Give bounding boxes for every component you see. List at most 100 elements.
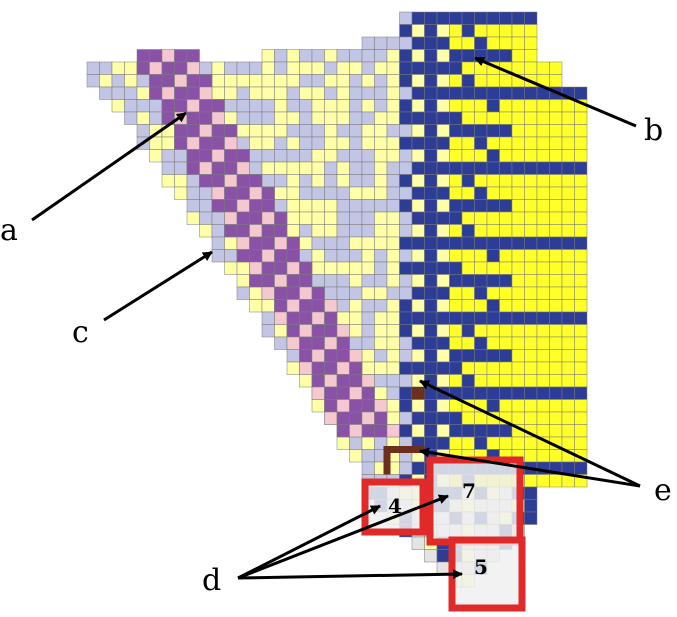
diagonal-band-cell: [211, 99, 225, 113]
stripe-column-cell: [449, 236, 463, 250]
stripe-column-cell: [524, 49, 538, 63]
fringe-cell: [361, 124, 375, 138]
stripe-column-cell: [536, 136, 550, 150]
stripe-column-cell: [399, 461, 413, 475]
fringe-cell: [386, 311, 400, 325]
stripe-column-cell: [411, 311, 425, 325]
arrow-d-to-5: [237, 569, 463, 580]
stripe-column-cell: [399, 224, 413, 238]
stripe-column-cell: [511, 336, 525, 350]
stripe-column-cell: [474, 186, 488, 200]
stripe-column-cell: [486, 124, 500, 138]
fringe-cell: [374, 111, 388, 125]
stripe-column-cell: [436, 36, 450, 50]
stripe-column-cell: [424, 61, 438, 75]
diagonal-band-cell: [336, 399, 350, 413]
stripe-column-cell: [561, 186, 575, 200]
fringe-cell: [324, 249, 338, 263]
stripe-column-cell: [549, 236, 563, 250]
stripe-column-cell: [474, 436, 488, 450]
diagonal-band-cell: [336, 361, 350, 375]
stripe-column-cell: [536, 274, 550, 288]
fringe-cell: [324, 211, 338, 225]
stripe-column-cell: [561, 361, 575, 375]
diagonal-band-cell: [174, 136, 188, 150]
stripe-column-cell: [511, 324, 525, 338]
stripe-column-cell: [511, 399, 525, 413]
stripe-column-cell: [474, 361, 488, 375]
stripe-column-cell: [486, 261, 500, 275]
stripe-column-cell: [449, 436, 463, 450]
stripe-column-cell: [574, 149, 588, 163]
fringe-cell: [374, 236, 388, 250]
stripe-column-cell: [486, 236, 500, 250]
stripe-column-cell: [561, 149, 575, 163]
stripe-column-cell: [536, 324, 550, 338]
fringe-cell: [386, 274, 400, 288]
diagonal-band-cell: [199, 161, 213, 175]
stripe-column-cell: [536, 336, 550, 350]
diagonal-band-cell: [186, 74, 200, 88]
stripe-column-cell: [536, 149, 550, 163]
stripe-column-cell: [486, 74, 500, 88]
stripe-column-cell: [399, 349, 413, 363]
stripe-column-cell: [511, 174, 525, 188]
fringe-cell: [349, 299, 363, 313]
fringe-cell: [249, 111, 263, 125]
stripe-column-cell: [511, 199, 525, 213]
diagonal-band-cell: [224, 186, 238, 200]
diagonal-band-cell: [161, 49, 175, 63]
fringe-cell: [111, 86, 125, 100]
fringe-cell: [274, 186, 288, 200]
stripe-column-cell: [536, 111, 550, 125]
fringe-cell: [336, 161, 350, 175]
fringe-cell: [311, 236, 325, 250]
diagonal-band-cell: [186, 49, 200, 63]
stripe-column-cell: [449, 36, 463, 50]
diagonal-band-cell: [174, 61, 188, 75]
fringe-cell: [286, 86, 300, 100]
fringe-cell: [349, 249, 363, 263]
fringe-cell: [311, 186, 325, 200]
stripe-column-cell: [461, 386, 475, 400]
stripe-column-cell: [486, 11, 500, 25]
fringe-cell: [386, 374, 400, 388]
diagonal-band-cell: [236, 174, 250, 188]
diagonal-band-cell: [286, 274, 300, 288]
stripe-column-cell: [549, 211, 563, 225]
stripe-column-cell: [474, 24, 488, 38]
stripe-column-cell: [499, 211, 513, 225]
fringe-cell: [161, 174, 175, 188]
label-e: e: [654, 473, 672, 508]
fringe-cell: [386, 224, 400, 238]
stripe-column-cell: [474, 286, 488, 300]
fringe-cell: [236, 261, 250, 275]
stripe-column-cell: [449, 49, 463, 63]
diagonal-band-cell: [324, 349, 338, 363]
diagonal-band-cell: [211, 161, 225, 175]
fringe-cell: [374, 311, 388, 325]
diagonal-band-cell: [186, 136, 200, 150]
fringe-cell: [299, 61, 313, 75]
stripe-column-cell: [561, 136, 575, 150]
stripe-column-cell: [436, 349, 450, 363]
stripe-column-cell: [461, 161, 475, 175]
fringe-cell: [274, 74, 288, 88]
diagonal-band-cell: [199, 149, 213, 163]
diagonal-band-cell: [211, 199, 225, 213]
stripe-column-cell: [524, 411, 538, 425]
fringe-cell: [374, 74, 388, 88]
stripe-column-cell: [574, 111, 588, 125]
stripe-column-cell: [536, 411, 550, 425]
fringe-cell: [324, 111, 338, 125]
stripe-column-cell: [436, 11, 450, 25]
stripe-column-cell: [449, 99, 463, 113]
stripe-column-cell: [411, 211, 425, 225]
diagonal-band-cell: [236, 249, 250, 263]
stripe-column-cell: [449, 361, 463, 375]
stripe-column-cell: [536, 174, 550, 188]
fringe-cell: [311, 124, 325, 138]
stripe-column-cell: [549, 61, 563, 75]
fringe-cell: [336, 61, 350, 75]
